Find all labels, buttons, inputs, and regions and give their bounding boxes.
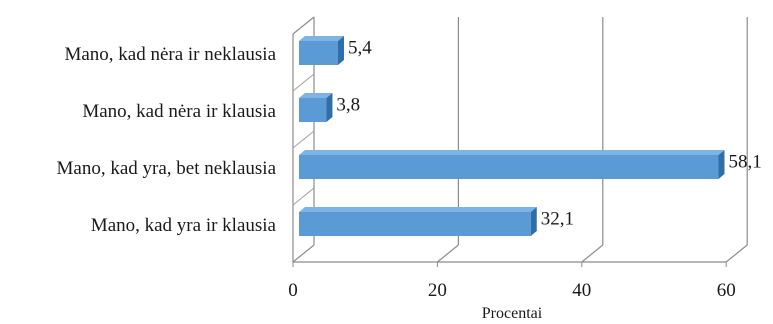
x-tick-label: 60 bbox=[717, 280, 736, 301]
bar-top-face bbox=[299, 93, 333, 98]
gridline-floor-20 bbox=[437, 244, 459, 263]
bar-front-face bbox=[299, 41, 338, 65]
bar-side-face bbox=[530, 207, 537, 236]
bar-side-face bbox=[337, 36, 344, 65]
gridline-floor-60 bbox=[725, 244, 748, 263]
category-separator-0 bbox=[292, 187, 315, 206]
category-label: Mano, kad nėra ir neklausia bbox=[64, 44, 276, 65]
bar-front-face bbox=[299, 155, 719, 179]
category-label: Mano, kad yra ir klausia bbox=[91, 215, 277, 236]
value-label: 58,1 bbox=[728, 151, 761, 172]
value-label: 32,1 bbox=[541, 208, 574, 229]
category-labels: Mano, kad yra ir klausia Mano, kad yra, b… bbox=[57, 44, 277, 236]
wall-top-diagonal bbox=[292, 16, 315, 35]
x-axis-title: Procentai bbox=[482, 305, 543, 322]
x-tick-label: 0 bbox=[288, 280, 298, 301]
bar-top-face bbox=[299, 36, 344, 41]
bar-2 bbox=[299, 93, 333, 122]
bar-top-face bbox=[299, 207, 537, 212]
value-label: 3,8 bbox=[336, 94, 360, 115]
category-separator-1 bbox=[292, 130, 315, 149]
bar-front-face bbox=[299, 98, 327, 122]
category-separator-2 bbox=[292, 73, 315, 92]
category-label: Mano, kad nėra ir klausia bbox=[82, 101, 276, 122]
x-tick-label: 40 bbox=[572, 280, 591, 301]
x-tick-labels: 0 20 40 60 bbox=[288, 280, 735, 301]
bar-top-face bbox=[299, 150, 725, 155]
value-labels: 32,1 58,1 3,8 5,4 bbox=[336, 37, 761, 229]
bars bbox=[299, 36, 725, 236]
bar-front-face bbox=[299, 212, 531, 236]
bar-side-face bbox=[326, 93, 333, 122]
gridline-floor-40 bbox=[581, 244, 604, 263]
bar-side-face bbox=[718, 150, 725, 179]
category-label: Mano, kad yra, bet neklausia bbox=[57, 158, 277, 179]
bar-1 bbox=[299, 150, 725, 179]
floor-left-diagonal bbox=[292, 244, 315, 263]
x-tick-label: 20 bbox=[428, 280, 447, 301]
bar-0 bbox=[299, 207, 537, 236]
bar-3 bbox=[299, 36, 344, 65]
value-label: 5,4 bbox=[348, 37, 372, 58]
